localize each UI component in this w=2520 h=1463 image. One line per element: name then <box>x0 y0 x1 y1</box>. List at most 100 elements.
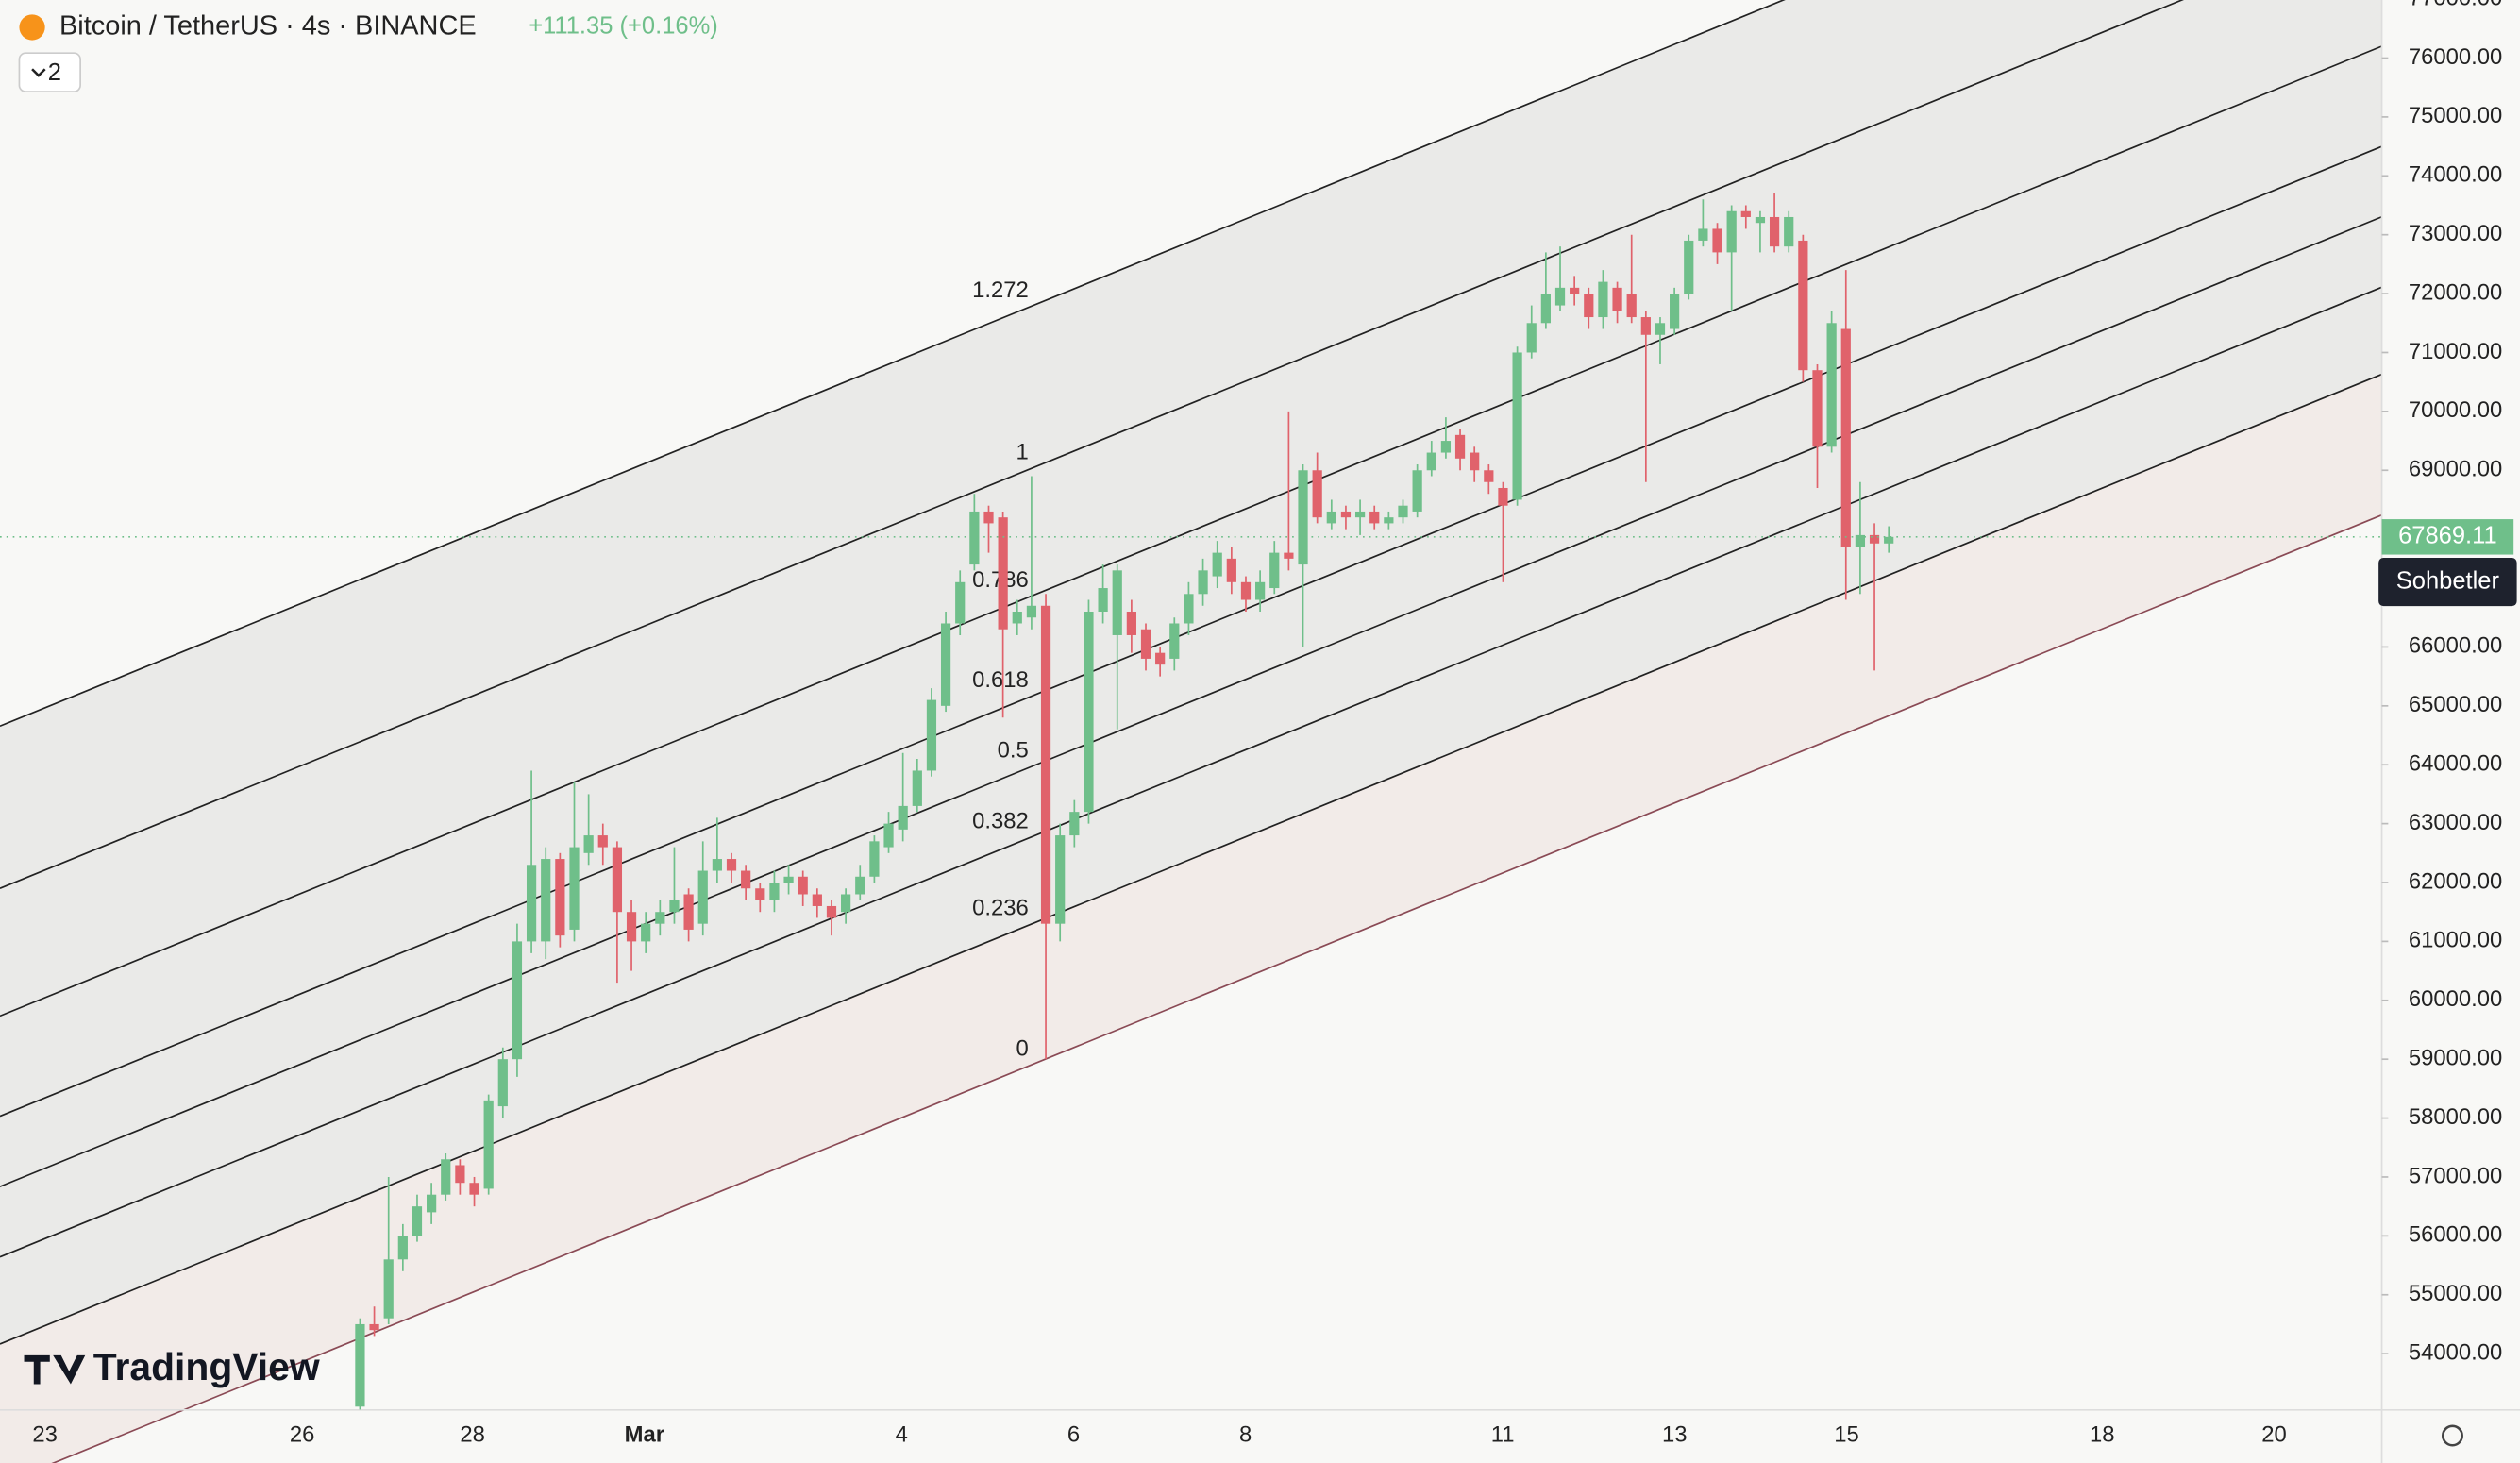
fib-line <box>0 0 2185 889</box>
candle-body <box>1812 370 1823 447</box>
candle-body <box>1369 511 1380 524</box>
candle-body <box>1655 323 1666 335</box>
candle-body <box>1540 294 1551 324</box>
logo-icon <box>24 1354 86 1385</box>
x-tick-label: 18 <box>2090 1421 2115 1447</box>
candle-body <box>655 912 665 924</box>
settings-icon[interactable] <box>2441 1424 2463 1447</box>
candle-body <box>612 847 623 913</box>
candle-body <box>669 900 680 913</box>
candle-body <box>898 805 908 830</box>
x-tick-label: 8 <box>1239 1421 1252 1447</box>
candle-body <box>1226 558 1236 582</box>
last-price-label: 67869.11 <box>2398 523 2497 549</box>
candle-body <box>697 870 708 924</box>
tooltip-text: Sohbetler <box>2396 567 2500 594</box>
candle-body <box>1040 605 1051 924</box>
x-tick-label: 15 <box>1834 1421 1859 1447</box>
candle-body <box>1112 570 1122 635</box>
fib-band <box>0 216 2382 1257</box>
fib-line <box>51 513 2382 1463</box>
candle-body <box>969 511 980 565</box>
candle-body <box>412 1206 423 1236</box>
x-tick-label: 28 <box>460 1421 485 1447</box>
candle-body <box>641 923 651 942</box>
candle-body <box>1384 517 1394 524</box>
candle-body <box>1640 317 1651 335</box>
candle-body <box>1312 470 1322 518</box>
y-tick-label: 65000.00 <box>2409 692 2502 717</box>
candle-body <box>983 511 994 524</box>
candle-body <box>798 876 808 895</box>
candle-body <box>755 888 765 900</box>
candle-body <box>1755 216 1766 224</box>
candle-body <box>1454 434 1466 459</box>
candle-body <box>1012 612 1022 624</box>
tooltip-box <box>2378 557 2517 607</box>
fib-label: 0.5 <box>998 738 1029 764</box>
candle-body <box>1069 812 1080 836</box>
fib-band <box>0 374 2382 1463</box>
x-tick-label: 11 <box>1491 1421 1515 1447</box>
candle-body <box>1712 228 1722 253</box>
candle-body <box>1554 287 1566 306</box>
candle-body <box>1484 470 1494 482</box>
candle-body <box>1412 470 1422 512</box>
y-tick-label: 58000.00 <box>2409 1104 2502 1130</box>
x-tick-label: 4 <box>896 1421 908 1447</box>
candle-body <box>955 581 966 624</box>
candle-body <box>1055 835 1066 924</box>
y-tick-label: 69000.00 <box>2409 457 2502 482</box>
candle-body <box>483 1100 494 1189</box>
legend-toggle-count[interactable]: 2 <box>48 59 61 86</box>
y-tick-label: 70000.00 <box>2409 397 2502 423</box>
x-tick-label: 6 <box>1067 1421 1080 1447</box>
candle-body <box>469 1183 479 1195</box>
legend-toggle[interactable] <box>18 52 81 92</box>
y-tick-label: 54000.00 <box>2409 1339 2502 1365</box>
y-tick-label: 64000.00 <box>2409 751 2502 777</box>
y-tick-label: 56000.00 <box>2409 1222 2502 1248</box>
fib-band <box>0 146 2382 1187</box>
candle-body <box>597 835 608 848</box>
coin-icon <box>19 14 45 41</box>
candle-body <box>1169 623 1180 659</box>
candle-body <box>1184 594 1194 624</box>
x-tick-label: 13 <box>1662 1421 1688 1447</box>
candle-body <box>1354 511 1366 518</box>
candle-body <box>1326 511 1336 524</box>
fib-label: 1.272 <box>972 277 1029 303</box>
candle-body <box>1698 228 1708 241</box>
y-tick-label: 72000.00 <box>2409 279 2502 305</box>
y-tick-label: 76000.00 <box>2409 44 2502 70</box>
candle-body <box>883 823 894 848</box>
y-tick-label: 61000.00 <box>2409 928 2502 953</box>
candle-body <box>841 894 851 913</box>
fib-band <box>0 46 2382 1117</box>
candle-body <box>1340 511 1352 518</box>
fib-label: 0.618 <box>972 667 1029 693</box>
y-tick-label: 74000.00 <box>2409 162 2502 188</box>
candle-body <box>1798 240 1808 371</box>
candle-body <box>1269 552 1280 589</box>
candle-body <box>1284 552 1294 559</box>
candle-body <box>712 859 722 871</box>
candle-body <box>1626 294 1637 318</box>
fib-line <box>0 286 2382 1258</box>
y-tick-label: 63000.00 <box>2409 810 2502 835</box>
candle-body <box>1212 552 1222 577</box>
candle-body <box>1869 534 1880 544</box>
candle-body <box>741 870 751 889</box>
fib-line <box>0 373 2382 1345</box>
y-tick-label: 77000.00 <box>2409 0 2502 10</box>
y-tick-label: 62000.00 <box>2409 868 2502 894</box>
logo-text: TradingView <box>93 1345 320 1388</box>
y-tick-label: 71000.00 <box>2409 339 2502 364</box>
candle-body <box>1026 605 1037 618</box>
candle-body <box>683 894 694 930</box>
candle-body <box>1498 487 1508 506</box>
candle-body <box>769 883 780 900</box>
y-tick-label: 55000.00 <box>2409 1281 2502 1306</box>
candle-body <box>1398 505 1408 518</box>
